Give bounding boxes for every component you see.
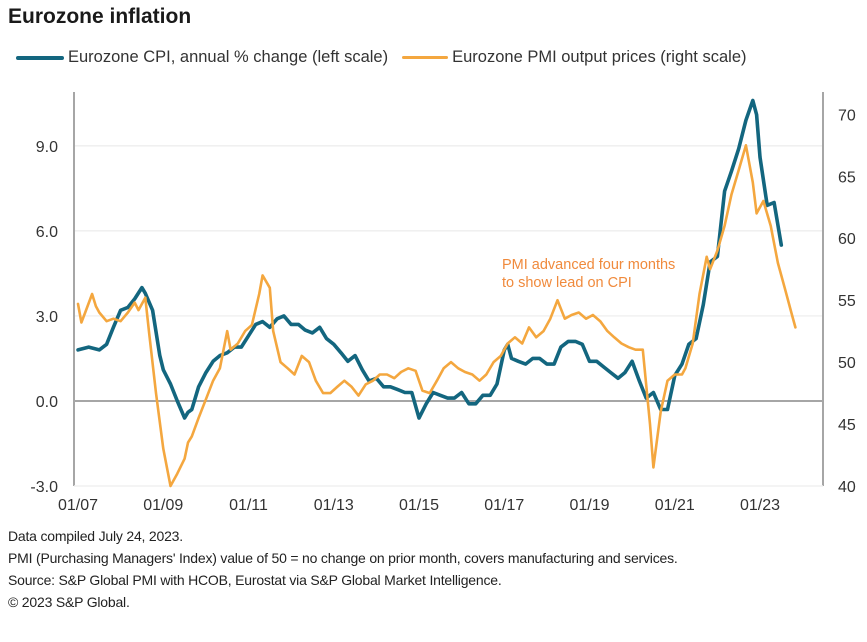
annotation-line-1: PMI advanced four months <box>502 257 675 273</box>
chart-title: Eurozone inflation <box>8 5 192 28</box>
legend-label-cpi: Eurozone CPI, annual % change (left scal… <box>68 48 389 66</box>
x-tick-label: 01/07 <box>58 497 98 514</box>
series-group <box>76 98 797 488</box>
series-line-pmi <box>76 144 797 488</box>
annotation-line-2: to show lead on CPI <box>502 275 632 291</box>
left-tick-label: 9.0 <box>36 139 58 156</box>
x-tick-label: 01/15 <box>399 497 439 514</box>
right-tick-label: 55 <box>838 293 856 310</box>
legend: Eurozone CPI, annual % change (left scal… <box>16 48 747 67</box>
x-tick-label: 01/21 <box>655 497 695 514</box>
left-tick-label: 6.0 <box>36 224 58 241</box>
right-tick-label: 45 <box>838 417 856 434</box>
x-tick-label: 01/17 <box>484 497 524 514</box>
x-tick-label: 01/13 <box>314 497 354 514</box>
left-tick-label: 3.0 <box>36 309 58 326</box>
right-tick-label: 50 <box>838 355 856 372</box>
axes <box>73 92 824 487</box>
right-tick-label: 40 <box>838 479 856 496</box>
legend-swatch-cpi <box>16 55 64 60</box>
footer-pmi-note: PMI (Purchasing Managers' Index) value o… <box>8 550 678 566</box>
x-tick-label: 01/11 <box>229 497 268 514</box>
footer-date: Data compiled July 24, 2023. <box>8 528 183 544</box>
gridlines <box>74 145 823 487</box>
right-tick-label: 60 <box>838 231 856 248</box>
legend-item-cpi: Eurozone CPI, annual % change (left scal… <box>16 48 388 67</box>
legend-swatch-pmi <box>402 56 449 59</box>
left-axis-ticks: -3.0 0.0 3.0 6.0 9.0 <box>30 139 58 496</box>
left-tick-label: -3.0 <box>30 479 58 496</box>
series-line-cpi <box>76 98 784 420</box>
right-axis-ticks: 40 45 50 55 60 65 70 <box>838 107 856 496</box>
x-tick-label: 01/09 <box>143 497 183 514</box>
legend-label-pmi: Eurozone PMI output prices (right scale) <box>452 48 747 66</box>
x-tick-label: 01/19 <box>569 497 609 514</box>
right-tick-label: 70 <box>838 107 856 124</box>
right-tick-label: 65 <box>838 169 856 186</box>
left-tick-label: 0.0 <box>36 394 58 411</box>
x-tick-label: 01/23 <box>740 497 780 514</box>
x-axis-ticks: 01/07 01/09 01/11 01/13 01/15 01/17 01/19 01/21… <box>58 497 780 514</box>
footer-source: Source: S&P Global PMI with HCOB, Eurost… <box>8 572 502 588</box>
footer-notes: Data compiled July 24, 2023. PMI (Purcha… <box>8 525 678 613</box>
legend-item-pmi: Eurozone PMI output prices (right scale) <box>402 48 747 67</box>
footer-copyright: © 2023 S&P Global. <box>8 594 130 610</box>
